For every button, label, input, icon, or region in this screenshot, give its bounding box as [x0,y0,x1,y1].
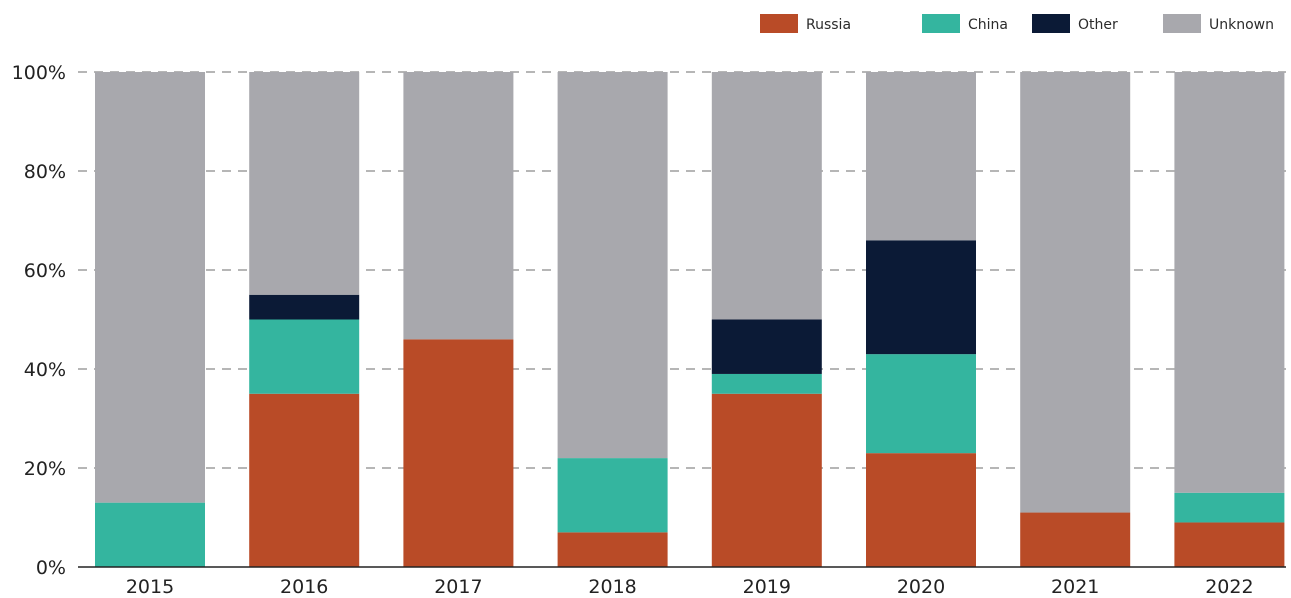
y-tick-label: 0% [36,557,66,579]
bar-segment-china [557,458,668,533]
legend-label-russia: Russia [806,17,851,33]
bar-segment-russia [249,393,360,567]
legend-swatch-china [922,14,960,33]
legend: Russia China Other Unknown [760,14,1274,33]
legend-swatch-unknown [1163,14,1201,33]
bar-segment-china [866,354,976,454]
bar-segment-other [866,240,976,355]
bar-segment-russia [557,532,668,567]
bar-segment-unknown [866,72,976,241]
y-tick-label: 40% [24,359,66,381]
legend-label-unknown: Unknown [1209,17,1274,33]
y-axis: 0% 20% 40% 60% 80% 100% [12,62,66,579]
bar-segment-russia [403,339,514,567]
bar-segment-russia [1020,512,1131,567]
y-tick-label: 60% [24,260,66,282]
bar-segment-other [711,319,822,374]
legend-label-china: China [968,17,1008,33]
bar-segment-other [249,294,360,320]
x-tick-label: 2018 [588,576,636,598]
bar-segment-russia [1174,522,1285,567]
bar-segment-unknown [557,72,668,459]
bar-segment-unknown [95,72,205,503]
y-tick-label: 80% [24,161,66,183]
x-axis: 2015 2016 2017 2018 2019 2020 2021 2022 [78,566,1286,598]
bar-segment-unknown [403,72,514,340]
bar-segment-unknown [1020,72,1131,513]
bar-segment-china [249,319,360,394]
bar-segment-china [95,502,205,567]
bar-segment-russia [866,453,976,567]
y-tick-label: 20% [24,458,66,480]
bar-segment-china [711,373,822,394]
bar-segment-unknown [249,72,360,295]
bar-segment-unknown [711,72,822,320]
bars [95,72,1285,567]
x-tick-label: 2017 [434,576,482,598]
legend-label-other: Other [1078,17,1118,33]
x-tick-label: 2022 [1205,576,1253,598]
x-tick-label: 2016 [280,576,328,598]
x-tick-label: 2021 [1051,576,1099,598]
bar-segment-russia [711,393,822,567]
y-tick-label: 100% [12,62,66,84]
x-tick-label: 2020 [897,576,945,598]
bar-segment-unknown [1174,72,1285,493]
x-tick-label: 2015 [126,576,174,598]
x-tick-label: 2019 [743,576,791,598]
bar-segment-china [1174,492,1285,523]
legend-swatch-other [1032,14,1070,33]
legend-swatch-russia [760,14,798,33]
